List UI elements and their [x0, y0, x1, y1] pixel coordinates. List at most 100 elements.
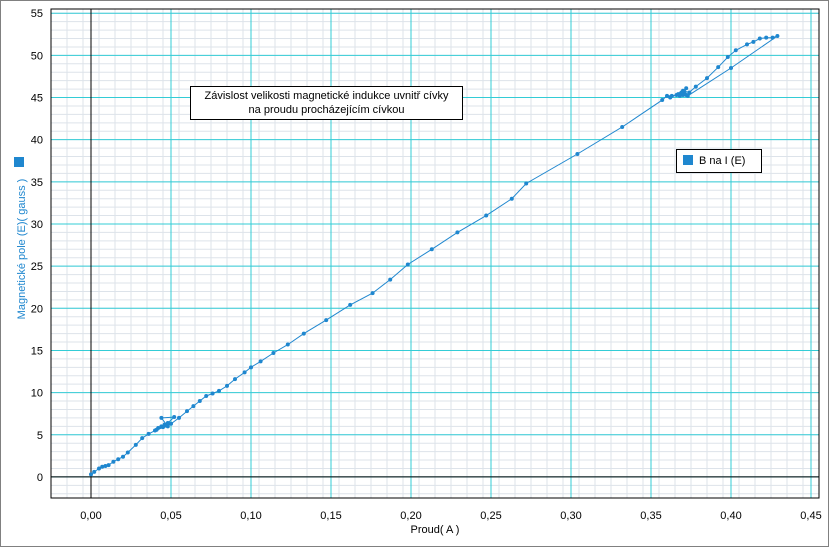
- chart-title-box: Závislost velikosti magnetické indukce u…: [190, 86, 463, 120]
- data-point: [301, 331, 306, 336]
- data-point: [405, 262, 410, 267]
- data-point: [140, 436, 145, 441]
- data-point: [169, 421, 173, 426]
- zero-axes: [51, 9, 819, 498]
- data-point: [764, 35, 769, 40]
- data-point: [745, 42, 749, 47]
- y-tick-labels: 0 5 10 15 20 25 30 35 40 45 50 55: [31, 8, 43, 484]
- data-point: [197, 399, 202, 404]
- data-point: [620, 125, 625, 130]
- data-point: [681, 88, 685, 93]
- data-point: [116, 457, 121, 462]
- data-point: [204, 393, 209, 398]
- x-tick-label: 0,10: [240, 510, 261, 522]
- data-point: [770, 35, 775, 40]
- data-point: [716, 65, 721, 70]
- data-point: [242, 370, 247, 375]
- x-tick-label: 0,35: [640, 510, 661, 522]
- data-point: [185, 409, 189, 414]
- data-point: [177, 415, 181, 420]
- data-point: [161, 425, 165, 430]
- y-tick-label: 30: [31, 219, 43, 231]
- x-tick-label: 0,25: [480, 510, 501, 522]
- legend-swatch: [683, 155, 693, 165]
- data-point: [729, 66, 733, 71]
- x-tick-label: 0,45: [800, 510, 821, 522]
- data-point: [693, 84, 698, 89]
- chart-title-line-1: Závislost velikosti magnetické indukce u…: [204, 90, 449, 102]
- data-point: [665, 93, 669, 98]
- y-axis-series-swatch: [14, 157, 24, 167]
- data-point: [733, 48, 738, 53]
- legend-label: B na I (E): [699, 155, 746, 167]
- x-axis-title: Proud( A ): [411, 524, 460, 536]
- data-point: [388, 277, 393, 282]
- data-point: [103, 463, 108, 468]
- plot-frame: [50, 8, 820, 499]
- data-point: [217, 388, 221, 393]
- data-point: [159, 415, 164, 420]
- x-tick-label: 0,00: [80, 510, 101, 522]
- major-grid: [51, 9, 819, 498]
- data-point: [429, 247, 434, 252]
- data-point: [165, 424, 170, 429]
- data-point: [676, 92, 681, 97]
- data-point: [97, 466, 101, 471]
- data-point: [285, 342, 290, 347]
- data-point: [484, 213, 489, 218]
- chart-title-line-2: na proudu procházejícím cívkou: [248, 104, 405, 116]
- y-tick-label: 40: [31, 135, 43, 147]
- data-point: [348, 302, 353, 307]
- data-point: [165, 420, 170, 425]
- y-tick-label: 0: [37, 472, 43, 484]
- data-point: [111, 459, 116, 464]
- data-point: [100, 464, 105, 469]
- data-point: [324, 318, 329, 323]
- data-point: [271, 350, 276, 355]
- data-point: [154, 427, 159, 432]
- series-layer: [89, 33, 780, 477]
- y-tick-label: 20: [31, 303, 43, 315]
- data-point: [92, 469, 97, 474]
- data-point: [106, 463, 111, 468]
- data-point: [524, 181, 529, 186]
- data-point: [191, 404, 196, 409]
- data-point: [725, 55, 730, 60]
- data-point: [757, 36, 762, 41]
- data-point: [684, 86, 689, 91]
- plot-border: [50, 8, 820, 499]
- y-tick-label: 25: [31, 261, 43, 273]
- y-axis-title: Magnetické pole (E)( gauss ): [16, 179, 28, 320]
- x-tick-label: 0,20: [400, 510, 421, 522]
- x-tick-label: 0,15: [320, 510, 341, 522]
- y-tick-label: 45: [31, 93, 43, 105]
- data-point: [775, 33, 780, 38]
- x-tick-label: 0,30: [560, 510, 581, 522]
- data-point: [210, 391, 215, 396]
- y-tick-label: 35: [31, 177, 43, 189]
- data-point: [225, 383, 229, 388]
- data-point: [687, 90, 692, 95]
- data-point: [258, 359, 263, 364]
- y-tick-label: 10: [31, 388, 43, 400]
- data-point: [121, 454, 125, 459]
- data-point: [172, 415, 177, 420]
- data-point: [668, 95, 673, 100]
- y-tick-label: 50: [31, 50, 43, 62]
- x-tick-label: 0,40: [720, 510, 741, 522]
- y-tick-label: 5: [37, 430, 43, 442]
- data-point: [89, 472, 93, 477]
- data-point: [685, 93, 690, 98]
- data-point: [249, 365, 253, 370]
- data-point: [146, 431, 151, 436]
- data-point: [509, 196, 514, 201]
- y-tick-label: 55: [31, 8, 43, 20]
- y-tick-label: 15: [31, 345, 43, 357]
- data-point: [125, 450, 130, 455]
- x-tick-label: 0,05: [160, 510, 181, 522]
- x-tick-labels: 0,00 0,05 0,10 0,15 0,20 0,25 0,30 0,35 0,40 0,45: [80, 510, 821, 522]
- data-point: [751, 39, 756, 44]
- data-point: [133, 442, 138, 447]
